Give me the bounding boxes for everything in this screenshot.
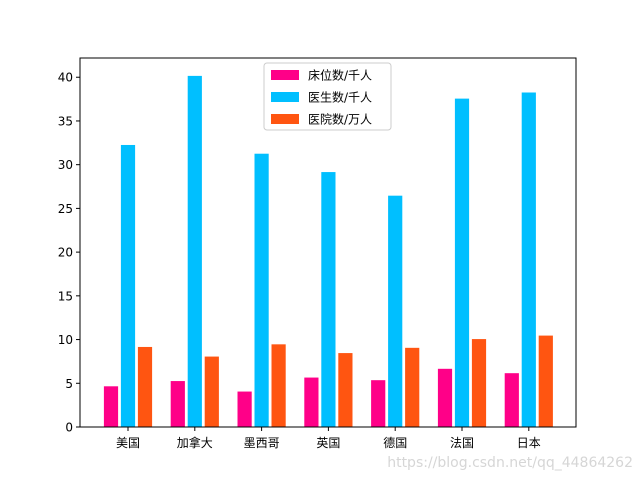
bar-1-1 (103, 385, 119, 428)
y-tick-label-5: 25 (58, 202, 73, 216)
bar-2-4 (320, 171, 337, 428)
bar-3-7 (537, 334, 554, 428)
legend-label-3: 医院数/万人 (308, 112, 372, 127)
bars-group (103, 75, 554, 428)
legend-swatch-3 (271, 114, 299, 124)
x-tick-label-4: 德国 (383, 435, 407, 450)
y-tick-label-8: 40 (58, 71, 73, 85)
bar-3-3 (270, 343, 287, 428)
y-tick-label-2: 10 (58, 333, 73, 347)
y-tick-label-7: 35 (58, 114, 73, 128)
bar-3-6 (471, 338, 487, 428)
bar-3-4 (337, 352, 354, 428)
y-tick-label-6: 30 (58, 158, 73, 172)
bar-2-5 (387, 194, 404, 428)
x-tick-label-2: 墨西哥 (244, 436, 280, 450)
bar-2-7 (520, 91, 537, 428)
x-tick-label-5: 法国 (450, 436, 474, 450)
bar-1-5 (370, 379, 387, 428)
y-axis: 0 5 10 15 20 25 30 35 40 (58, 71, 80, 435)
x-tick-label-1: 加拿大 (177, 435, 213, 450)
y-tick-label-1: 5 (65, 377, 73, 391)
bar-1-4 (303, 376, 320, 428)
bar-1-2 (169, 380, 186, 428)
bar-3-2 (203, 355, 220, 428)
legend-swatch-2 (271, 92, 299, 102)
bar-1-7 (503, 372, 520, 428)
bar-2-6 (454, 97, 470, 428)
bar-3-5 (404, 347, 421, 428)
bar-2-1 (120, 144, 136, 428)
plot-frame (79, 57, 577, 428)
y-tick-label-0: 0 (65, 421, 73, 435)
bar-1-3 (236, 390, 253, 428)
legend-label-1: 床位数/千人 (308, 68, 372, 83)
bar-2-2 (186, 75, 203, 428)
x-tick-label-6: 日本 (517, 436, 541, 450)
legend-swatch-1 (271, 70, 299, 80)
watermark-text: https://blog.csdn.net/qq_44864262 (387, 455, 633, 471)
x-axis: 美国 加拿大 墨西哥 英国 德国 法国 日本 (116, 427, 541, 450)
x-tick-label-0: 美国 (116, 436, 140, 450)
x-tick-label-3: 英国 (316, 436, 340, 450)
y-tick-label-4: 20 (58, 246, 73, 260)
bar-2-3 (253, 152, 270, 428)
legend-label-2: 医生数/千人 (308, 90, 372, 105)
bar-1-6 (437, 368, 453, 428)
y-tick-label-3: 15 (58, 289, 73, 303)
bar-3-1 (137, 346, 153, 428)
